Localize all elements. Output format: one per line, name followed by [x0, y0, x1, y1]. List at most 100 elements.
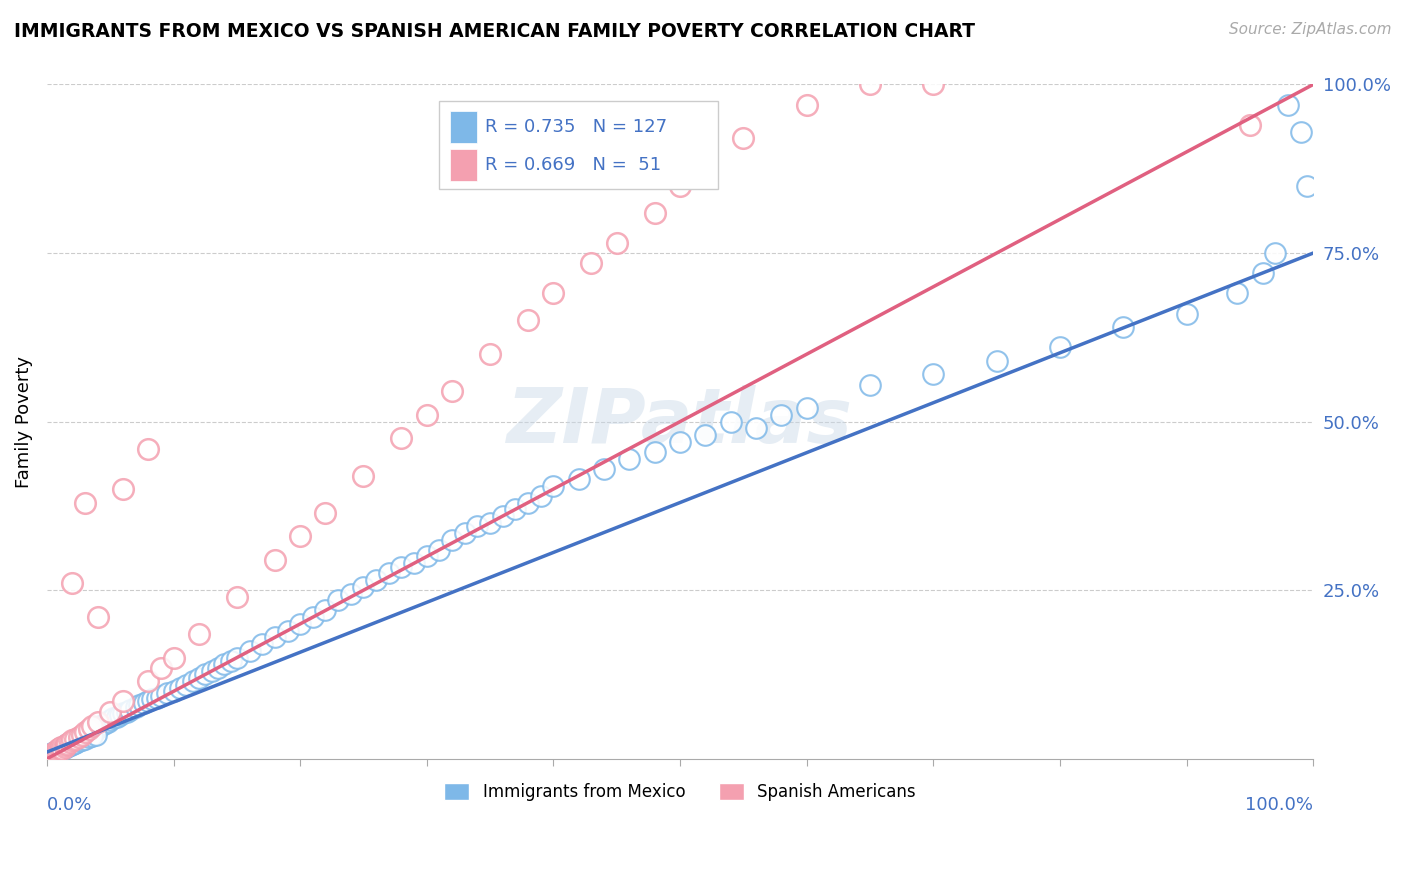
Point	[366, 573, 388, 587]
Point	[543, 478, 565, 492]
Point	[41, 747, 63, 761]
Point	[136, 694, 159, 708]
Point	[187, 627, 209, 641]
Point	[51, 741, 73, 756]
Point	[467, 519, 489, 533]
Point	[1251, 266, 1274, 280]
Point	[51, 740, 73, 755]
Point	[328, 593, 350, 607]
Point	[82, 729, 104, 743]
Point	[391, 559, 413, 574]
Point	[136, 442, 159, 456]
Point	[796, 97, 818, 112]
Point	[404, 556, 426, 570]
Point	[67, 731, 90, 746]
Point	[72, 732, 94, 747]
Point	[72, 730, 94, 744]
Point	[86, 714, 108, 729]
Point	[51, 741, 73, 756]
Point	[194, 667, 217, 681]
Point	[162, 650, 184, 665]
Point	[156, 686, 179, 700]
Point	[111, 694, 134, 708]
Point	[128, 698, 150, 712]
Point	[720, 415, 742, 429]
Point	[77, 722, 100, 736]
Point	[89, 719, 111, 733]
Point	[219, 654, 242, 668]
Point	[63, 731, 86, 746]
Point	[391, 432, 413, 446]
Point	[72, 731, 94, 745]
Point	[39, 747, 62, 762]
Point	[72, 727, 94, 741]
Point	[288, 616, 311, 631]
Point	[859, 78, 882, 92]
Point	[141, 692, 163, 706]
Legend: Immigrants from Mexico, Spanish Americans: Immigrants from Mexico, Spanish American…	[437, 776, 922, 808]
Point	[77, 726, 100, 740]
Point	[1112, 320, 1135, 334]
Point	[70, 732, 93, 747]
Point	[73, 728, 96, 742]
Point	[66, 734, 89, 748]
Point	[59, 739, 82, 753]
Point	[225, 650, 247, 665]
Point	[162, 684, 184, 698]
Point	[619, 451, 641, 466]
Point	[733, 131, 755, 145]
Point	[207, 661, 229, 675]
Point	[53, 741, 76, 756]
Point	[1296, 178, 1319, 193]
Point	[46, 744, 69, 758]
Point	[441, 533, 464, 547]
Point	[55, 739, 77, 753]
Point	[859, 377, 882, 392]
Point	[644, 445, 666, 459]
Point	[52, 739, 75, 754]
Point	[212, 657, 235, 672]
Point	[315, 506, 337, 520]
Point	[62, 733, 84, 747]
FancyBboxPatch shape	[440, 102, 718, 189]
Point	[59, 735, 82, 749]
Text: R = 0.669   N =  51: R = 0.669 N = 51	[485, 156, 661, 174]
Point	[181, 674, 204, 689]
Point	[454, 525, 477, 540]
Point	[55, 739, 77, 754]
Point	[42, 747, 65, 761]
Point	[120, 702, 142, 716]
Point	[115, 705, 138, 719]
Point	[263, 553, 285, 567]
Point	[111, 482, 134, 496]
Point	[492, 508, 515, 523]
Point	[76, 729, 98, 743]
Point	[59, 738, 82, 752]
Point	[353, 468, 375, 483]
Point	[58, 739, 80, 753]
Point	[276, 624, 298, 638]
Point	[134, 697, 156, 711]
Point	[187, 671, 209, 685]
Point	[60, 732, 83, 747]
Point	[745, 421, 768, 435]
Point	[263, 631, 285, 645]
Point	[149, 661, 172, 675]
Point	[353, 580, 375, 594]
Point	[568, 472, 591, 486]
Point	[84, 727, 107, 741]
Point	[46, 744, 69, 758]
Point	[441, 384, 464, 399]
Point	[124, 699, 146, 714]
Y-axis label: Family Poverty: Family Poverty	[15, 356, 32, 488]
Point	[63, 736, 86, 750]
Point	[55, 739, 77, 753]
Point	[86, 610, 108, 624]
Point	[42, 748, 65, 763]
Point	[56, 737, 79, 751]
Point	[200, 664, 222, 678]
Point	[86, 721, 108, 735]
Point	[48, 742, 70, 756]
Point	[111, 706, 134, 720]
Point	[73, 731, 96, 746]
